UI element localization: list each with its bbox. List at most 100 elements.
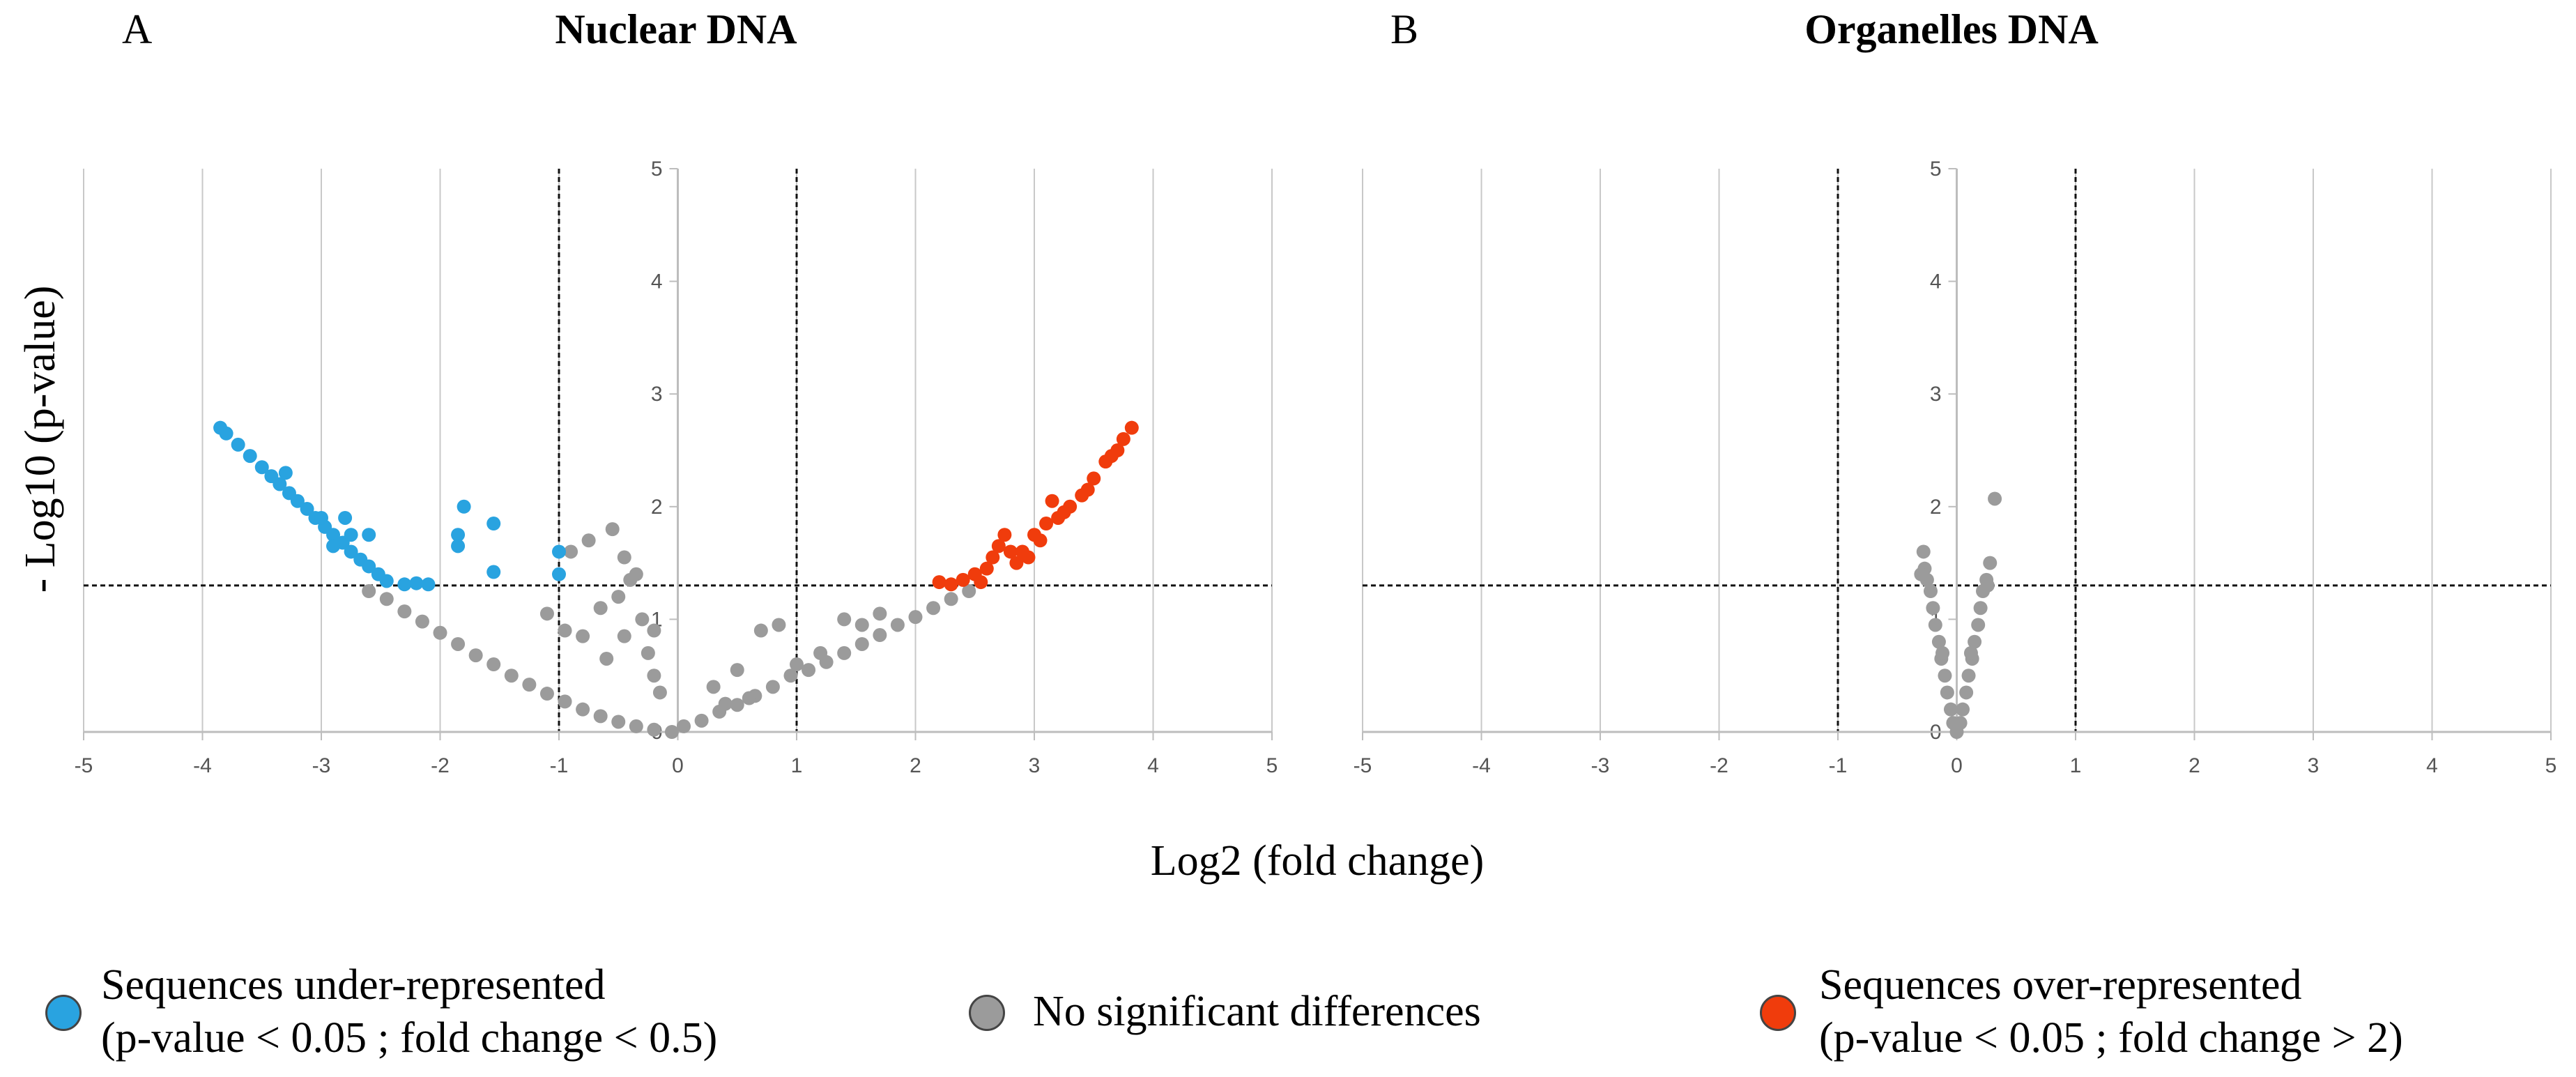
x-tick-label-5: 5 [1266, 754, 1278, 777]
x-tick-label--2: -2 [1710, 754, 1728, 777]
point-no-significant-differences [581, 533, 596, 548]
x-tick-label--5: -5 [75, 754, 93, 777]
point-no-significant-differences [664, 725, 679, 739]
y-tick-label-4: 4 [1930, 270, 1942, 293]
point-no-significant-differences [623, 572, 638, 587]
point-no-significant-differences [854, 636, 869, 651]
panel-a: A Nuclear DNA 0 1 2 3 4 5 -5 -4 -3 -2 -1 0 1 2 3 4 5 [75, 6, 1278, 777]
x-tick-label--3: -3 [1591, 754, 1610, 777]
point-no-significant-differences [677, 719, 691, 733]
panel-b-points [1914, 491, 2002, 739]
point-no-significant-differences [730, 663, 744, 678]
panel-b: B Organelles DNA 0 1 2 3 4 5 -5 -4 -3 -2 -1 0 1 2 3 4 5 [1354, 6, 2557, 777]
point-no-significant-differences [599, 651, 614, 666]
point-no-significant-differences [1968, 634, 1982, 649]
point-no-significant-differences [694, 713, 709, 728]
point-sequences-under-represented [344, 544, 358, 559]
point-no-significant-differences [772, 618, 786, 632]
point-no-significant-differences [1923, 584, 1938, 598]
legend-marker-red [1760, 995, 1796, 1031]
point-no-significant-differences [576, 629, 590, 643]
point-sequences-under-represented [290, 494, 305, 508]
point-sequences-under-represented [486, 517, 501, 531]
point-sequences-under-represented [314, 510, 328, 525]
panel-b-title: Organelles DNA [1804, 6, 2099, 52]
point-no-significant-differences [908, 610, 923, 625]
legend-label-over: Sequences over-represented [1819, 961, 2302, 1009]
y-tick-label-5: 5 [651, 158, 663, 181]
point-no-significant-differences [783, 669, 798, 683]
y-axis-label: - Log10 (p-value) [17, 286, 64, 593]
point-sequences-over-represented [1116, 431, 1130, 446]
point-sequences-under-represented [243, 449, 257, 464]
point-sequences-over-represented [944, 577, 958, 592]
point-no-significant-differences [1938, 669, 1952, 683]
point-no-significant-differences [1926, 601, 1940, 616]
point-sequences-over-represented [1003, 544, 1018, 559]
y-tick-label-3: 3 [1930, 383, 1942, 406]
point-sequences-under-represented [344, 528, 358, 542]
point-no-significant-differences [790, 657, 804, 672]
point-no-significant-differences [926, 601, 941, 616]
point-sequences-under-represented [362, 528, 376, 542]
panel-a-points [213, 420, 1139, 739]
point-sequences-under-represented [326, 539, 341, 553]
point-sequences-over-represented [1057, 505, 1071, 519]
point-sequences-over-represented [1033, 533, 1048, 548]
x-tick-label--4: -4 [193, 754, 212, 777]
point-no-significant-differences [706, 680, 721, 694]
point-sequences-over-represented [1124, 420, 1139, 435]
point-no-significant-differences [451, 636, 466, 651]
x-tick-label-0: 0 [672, 754, 684, 777]
point-no-significant-differences [647, 669, 661, 683]
point-sequences-under-represented [219, 426, 233, 441]
point-no-significant-differences [753, 623, 768, 638]
point-no-significant-differences [558, 623, 572, 638]
point-no-significant-differences [1953, 716, 1968, 731]
point-no-significant-differences [468, 648, 483, 663]
point-sequences-over-represented [1021, 550, 1036, 565]
point-no-significant-differences [379, 592, 394, 606]
point-no-significant-differences [1914, 567, 1929, 581]
point-sequences-under-represented [278, 466, 293, 480]
x-tick-label-4: 4 [1147, 754, 1159, 777]
point-sequences-under-represented [326, 528, 341, 542]
point-no-significant-differences [944, 592, 958, 606]
point-no-significant-differences [1961, 669, 1976, 683]
point-no-significant-differences [576, 702, 590, 717]
panel-b-label: B [1390, 6, 1418, 52]
point-no-significant-differences [362, 584, 376, 598]
point-no-significant-differences [504, 669, 519, 683]
point-no-significant-differences [890, 618, 905, 632]
point-no-significant-differences [415, 614, 429, 629]
point-sequences-over-represented [997, 528, 1012, 542]
point-sequences-over-represented [1087, 471, 1101, 486]
point-no-significant-differences [397, 604, 412, 619]
x-tick-label-2: 2 [2188, 754, 2200, 777]
x-tick-label-1: 1 [2070, 754, 2082, 777]
x-tick-label--1: -1 [550, 754, 569, 777]
legend-label-none: No significant differences [1033, 988, 1481, 1035]
point-no-significant-differences [1940, 685, 1954, 700]
x-tick-label--4: -4 [1472, 754, 1491, 777]
point-no-significant-differences [1973, 601, 1988, 616]
point-no-significant-differences [1959, 685, 1974, 700]
point-no-significant-differences [1988, 491, 2002, 506]
x-tick-label-1: 1 [791, 754, 803, 777]
point-sequences-under-represented [397, 577, 412, 592]
legend-marker-blue [45, 995, 82, 1031]
point-no-significant-differences [617, 550, 631, 565]
x-tick-label--1: -1 [1829, 754, 1848, 777]
x-tick-label-0: 0 [1951, 754, 1963, 777]
panel-a-x-axis: -5 -4 -3 -2 -1 0 1 2 3 4 5 [75, 731, 1278, 777]
point-no-significant-differences [564, 544, 578, 559]
x-tick-label-4: 4 [2426, 754, 2438, 777]
point-no-significant-differences [635, 612, 650, 627]
point-no-significant-differences [1935, 646, 1950, 660]
point-sequences-under-represented [362, 559, 376, 574]
x-tick-label--2: -2 [431, 754, 450, 777]
point-sequences-under-represented [300, 502, 314, 517]
point-sequences-over-represented [1009, 556, 1024, 570]
